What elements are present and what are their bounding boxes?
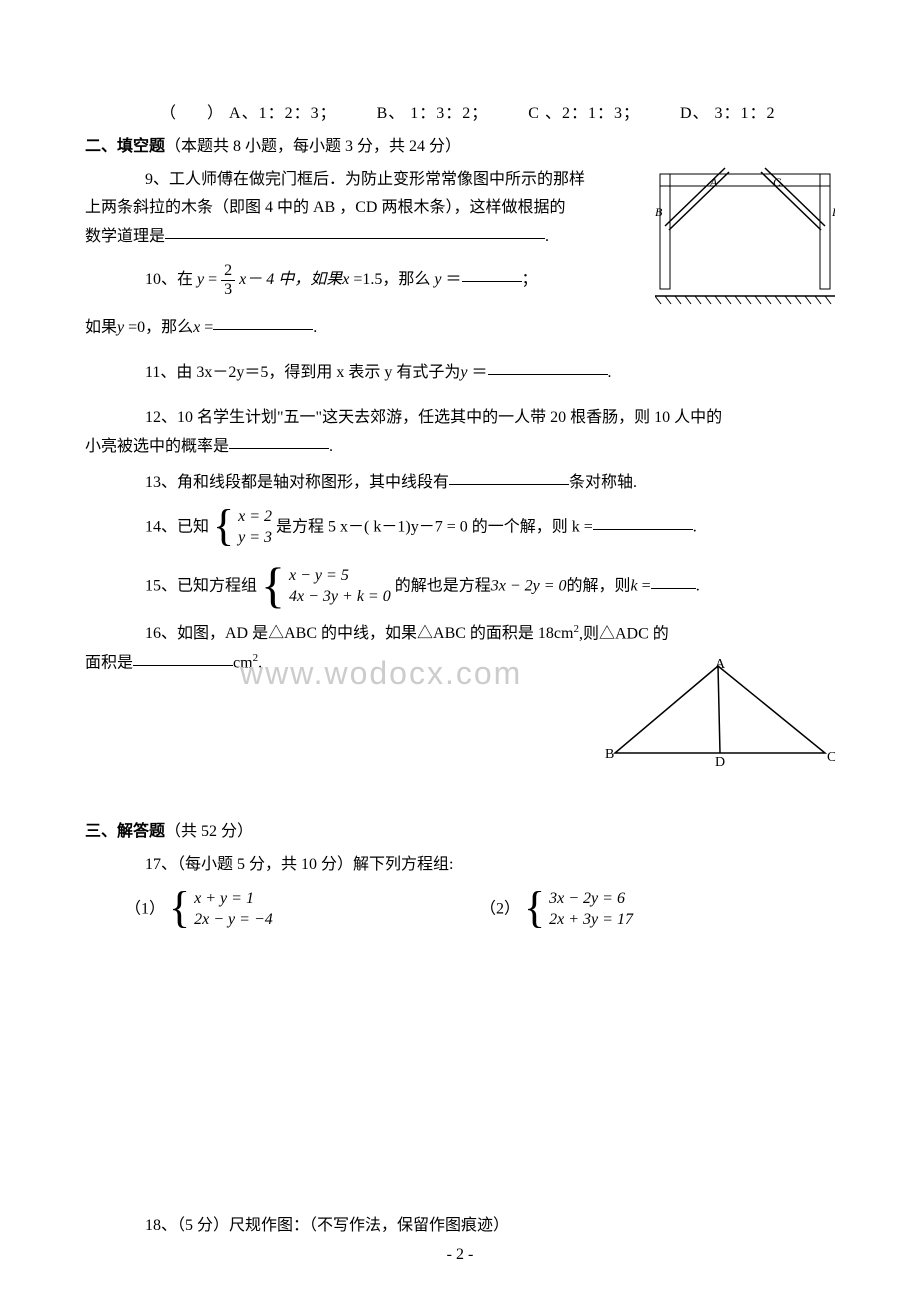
- question-13: 13、角和线段都是轴对称图形，其中线段有条对称轴.: [145, 469, 835, 498]
- question-12: 12、10 名学生计划"五一"这天去郊游，任选其中的一人带 20 根香肠，则 1…: [85, 404, 835, 462]
- svg-text:C: C: [773, 175, 782, 189]
- q12-line1: 12、10 名学生计划"五一"这天去郊游，任选其中的一人带 20 根香肠，则 1…: [145, 404, 835, 433]
- question-8-options: （） A、1：2：3； B、 1：3：2； C 、2：1：3； D、 3：1：2: [160, 100, 835, 129]
- question-17-text: 17、（每小题 5 分，共 10 分）解下列方程组:: [145, 851, 835, 880]
- svg-text:D: D: [715, 755, 725, 768]
- question-9: 9、工人师傅在做完门框后．为防止变形常常像图中所示的那样 上两条斜拉的木条（即图…: [85, 166, 835, 307]
- section-3-subtitle: （共 52 分）: [165, 823, 253, 840]
- opt-c: C 、2：1：3；: [528, 105, 640, 122]
- svg-text:C: C: [827, 750, 835, 765]
- q17-eq2: （2） { 3x − 2y = 6 2x + 3y = 17: [480, 888, 835, 932]
- section-3-heading: 三、解答题: [85, 823, 165, 840]
- question-17-equations: （1） { x + y = 1 2x − y = −4 （2） { 3x − 2…: [125, 888, 835, 932]
- section-2-heading: 二、填空题: [85, 138, 165, 155]
- q16-line2: 面积是cm2.: [85, 649, 685, 678]
- section-3-title: 三、解答题（共 52 分）: [85, 818, 835, 847]
- svg-text:A: A: [715, 658, 726, 672]
- triangle-figure: A B C D: [605, 658, 835, 768]
- opt-b: B、 1：3：2；: [377, 105, 489, 122]
- svg-text:B: B: [655, 205, 663, 219]
- door-frame-figure: A B C D: [655, 166, 835, 306]
- section-2-subtitle: （本题共 8 小题，每小题 3 分，共 24 分）: [165, 138, 461, 155]
- q17-eq1: （1） { x + y = 1 2x − y = −4: [125, 888, 480, 932]
- opt-a: A、1：2：3；: [229, 105, 337, 122]
- svg-text:D: D: [831, 205, 835, 219]
- question-14: 14、已知 { x = 2 y = 3 是方程 5 x－( k－1)y－7 = …: [145, 506, 835, 550]
- svg-text:A: A: [709, 175, 718, 189]
- page-number: - 2 -: [0, 1241, 920, 1270]
- question-16: 16、如图，AD 是△ABC 的中线，如果△ABC 的面积是 18cm2,则△A…: [85, 620, 835, 768]
- q9-line3: 数学道理是.: [85, 223, 650, 252]
- question-11: 11、由 3x－2y＝5，得到用 x 表示 y 有式子为y ＝.: [145, 359, 835, 388]
- section-2-title: 二、填空题（本题共 8 小题，每小题 3 分，共 24 分）: [85, 133, 835, 162]
- question-15: 15、已知方程组 { x − y = 5 4x − 3y + k = 0 的解也…: [145, 562, 835, 612]
- q16-line1: 16、如图，AD 是△ABC 的中线，如果△ABC 的面积是 18cm2,则△A…: [85, 620, 685, 649]
- q9-line1: 9、工人师傅在做完门框后．为防止变形常常像图中所示的那样: [145, 166, 650, 195]
- question-18: 18、（5 分）尺规作图：（不写作法，保留作图痕迹）: [145, 1212, 835, 1241]
- q9-line2: 上两条斜拉的木条（即图 4 中的 AB ，CD 两根木条），这样做根据的: [85, 194, 650, 223]
- question-10: 10、在 y = 23 x－ 4 中，如果x =1.5，那么 y ＝；: [85, 262, 650, 298]
- question-10-continued: 如果y =0，那么x =.: [85, 314, 835, 343]
- opt-d: D、 3：1：2: [680, 105, 776, 122]
- q12-line2: 小亮被选中的概率是.: [85, 433, 835, 462]
- svg-text:B: B: [605, 747, 614, 762]
